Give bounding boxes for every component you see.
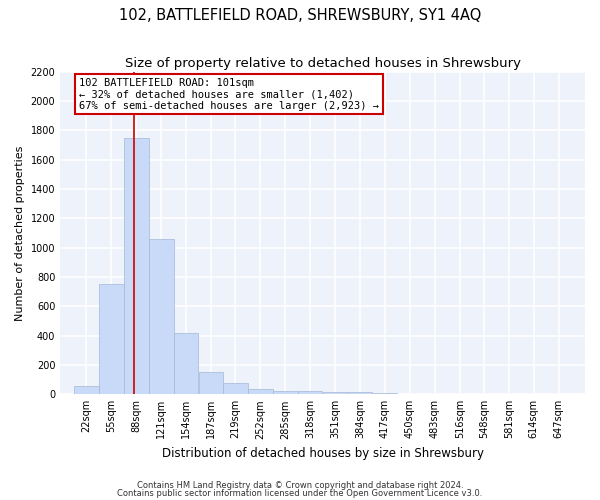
- Bar: [373, 392, 397, 394]
- Bar: [174, 334, 199, 394]
- Text: 102, BATTLEFIELD ROAD, SHREWSBURY, SY1 4AQ: 102, BATTLEFIELD ROAD, SHREWSBURY, SY1 4…: [119, 8, 481, 22]
- Bar: [323, 392, 347, 394]
- Bar: [149, 239, 173, 394]
- Bar: [124, 138, 149, 394]
- Bar: [223, 384, 248, 394]
- Bar: [273, 390, 298, 394]
- Bar: [298, 392, 322, 394]
- Text: 102 BATTLEFIELD ROAD: 101sqm
← 32% of detached houses are smaller (1,402)
67% of: 102 BATTLEFIELD ROAD: 101sqm ← 32% of de…: [79, 78, 379, 110]
- Y-axis label: Number of detached properties: Number of detached properties: [15, 146, 25, 320]
- Bar: [199, 372, 223, 394]
- X-axis label: Distribution of detached houses by size in Shrewsbury: Distribution of detached houses by size …: [161, 447, 484, 460]
- Title: Size of property relative to detached houses in Shrewsbury: Size of property relative to detached ho…: [125, 58, 521, 70]
- Text: Contains HM Land Registry data © Crown copyright and database right 2024.: Contains HM Land Registry data © Crown c…: [137, 480, 463, 490]
- Bar: [347, 392, 373, 394]
- Bar: [99, 284, 124, 395]
- Bar: [74, 386, 99, 394]
- Text: Contains public sector information licensed under the Open Government Licence v3: Contains public sector information licen…: [118, 489, 482, 498]
- Bar: [248, 389, 272, 394]
